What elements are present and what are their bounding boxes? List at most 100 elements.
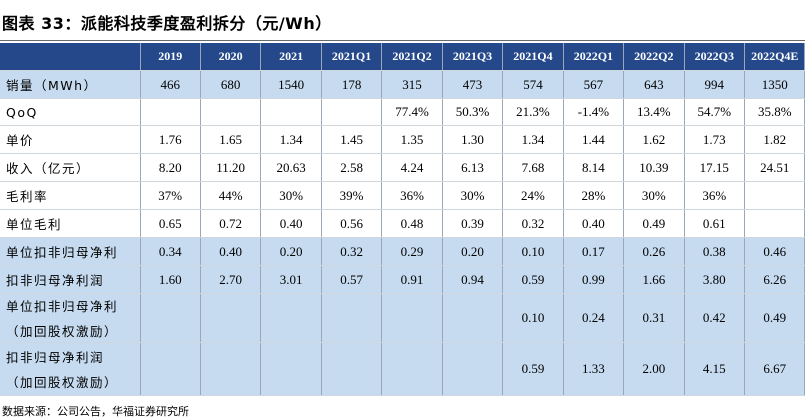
cell: 466: [140, 70, 201, 99]
cell: 574: [502, 70, 564, 99]
column-header: 2021: [260, 43, 322, 71]
source-note: 数据来源：公司公告，华福证券研究所: [2, 405, 189, 418]
cell: 1.34: [502, 125, 564, 154]
empty-cell: [321, 342, 383, 396]
data-table: 2019 2020 2021 2021Q1 2021Q2 2021Q3 2021Q4 2022…: [0, 43, 805, 396]
table-row: 扣非归母净利润 1.60 2.70 3.01 0.57 0.91 0.94 0.59 0.99 1…: [0, 265, 805, 294]
column-header: 2021Q3: [442, 43, 504, 71]
cell: 2.58: [321, 153, 383, 182]
cell: 11.20: [200, 153, 262, 182]
row-label: 毛利率: [0, 181, 141, 210]
cell: 0.24: [563, 293, 625, 343]
cell: 3.01: [260, 265, 322, 294]
row-label-line: 收入（亿元）: [6, 161, 91, 176]
cell: 6.26: [744, 265, 805, 294]
cell: 36%: [381, 181, 443, 210]
row-label-line: 扣非归母净利润: [6, 350, 105, 365]
cell: 1.30: [442, 125, 504, 154]
cell: 0.10: [502, 237, 564, 266]
empty-cell: [140, 98, 201, 126]
row-label: 扣非归母净利润 （加回股权激励）: [0, 342, 141, 396]
cell: 44%: [200, 181, 262, 210]
cell: 0.94: [442, 265, 504, 294]
cell: 1.34: [260, 125, 322, 154]
cell: 1.73: [684, 125, 746, 154]
cell: 0.42: [684, 293, 746, 343]
table-row: 单位扣非归母净利 （加回股权激励） 0.10 0.24 0.31 0.42 0.49: [0, 293, 805, 343]
cell: 30%: [260, 181, 322, 210]
row-label-line: QoQ: [6, 104, 38, 120]
cell: 28%: [563, 181, 625, 210]
row-label-line: 单价: [6, 133, 35, 148]
row-label-line: 单位毛利: [6, 217, 63, 232]
cell: 0.20: [260, 237, 322, 266]
empty-cell: [381, 342, 443, 396]
cell: 473: [442, 70, 504, 99]
empty-cell: [200, 342, 262, 396]
empty-cell: [200, 98, 262, 126]
cell: 0.59: [502, 342, 564, 396]
empty-cell: [744, 181, 805, 210]
empty-cell: [744, 209, 805, 238]
table-row: 毛利率 37% 44% 30% 39% 36% 30% 24% 28% 30% 36%: [0, 181, 805, 210]
cell: 30%: [623, 181, 685, 210]
cell: 4.15: [684, 342, 746, 396]
cell: 13.4%: [623, 98, 685, 126]
cell: 643: [623, 70, 685, 99]
cell: 1.44: [563, 125, 625, 154]
cell: 1.33: [563, 342, 625, 396]
empty-cell: [321, 293, 383, 343]
row-label: QoQ: [0, 98, 141, 126]
cell: 0.26: [623, 237, 685, 266]
cell: 0.17: [563, 237, 625, 266]
column-header: 2022Q4E: [744, 43, 805, 71]
cell: 7.68: [502, 153, 564, 182]
table-row: 单位扣非归母净利 0.34 0.40 0.20 0.32 0.29 0.20 0.10 0.17…: [0, 237, 805, 266]
cell: 0.10: [502, 293, 564, 343]
cell: 0.32: [321, 237, 383, 266]
table-row: 收入（亿元） 8.20 11.20 20.63 2.58 4.24 6.13 7.68 8.14…: [0, 153, 805, 182]
cell: 0.40: [563, 209, 625, 238]
cell: 0.65: [140, 209, 201, 238]
cell: 8.14: [563, 153, 625, 182]
cell: 178: [321, 70, 383, 99]
cell: 8.20: [140, 153, 201, 182]
cell: 24%: [502, 181, 564, 210]
table-row: 单位毛利 0.65 0.72 0.40 0.56 0.48 0.39 0.32 0.40 0.49…: [0, 209, 805, 238]
column-header: 2021Q1: [321, 43, 383, 71]
empty-cell: [381, 293, 443, 343]
cell: 54.7%: [684, 98, 746, 126]
empty-cell: [442, 342, 504, 396]
cell: 2.00: [623, 342, 685, 396]
row-label-line: 单位扣非归母净利: [6, 245, 119, 260]
cell: 10.39: [623, 153, 685, 182]
cell: 0.57: [321, 265, 383, 294]
cell: 0.48: [381, 209, 443, 238]
row-label-line: 销量（MWh）: [6, 78, 98, 93]
cell: 0.34: [140, 237, 201, 266]
cell: 567: [563, 70, 625, 99]
column-header: 2022Q2: [623, 43, 685, 71]
row-label-line: （加回股权激励）: [6, 375, 119, 390]
cell: 0.31: [623, 293, 685, 343]
cell: 0.56: [321, 209, 383, 238]
corner-cell: [0, 43, 141, 71]
empty-cell: [200, 293, 262, 343]
cell: 20.63: [260, 153, 322, 182]
table-row: 销量（MWh） 466 680 1540 178 315 473 574 567 643 994 13…: [0, 70, 805, 99]
cell: 4.24: [381, 153, 443, 182]
cell: 1.62: [623, 125, 685, 154]
empty-cell: [321, 98, 383, 126]
cell: 21.3%: [502, 98, 564, 126]
column-header: 2022Q1: [563, 43, 625, 71]
empty-cell: [260, 342, 322, 396]
cell: 0.32: [502, 209, 564, 238]
cell: 315: [381, 70, 443, 99]
cell: -1.4%: [563, 98, 625, 126]
cell: 77.4%: [381, 98, 443, 126]
cell: 0.61: [684, 209, 746, 238]
row-label-line: 毛利率: [6, 189, 49, 204]
row-label: 单位扣非归母净利: [0, 237, 141, 266]
cell: 0.49: [623, 209, 685, 238]
cell: 39%: [321, 181, 383, 210]
